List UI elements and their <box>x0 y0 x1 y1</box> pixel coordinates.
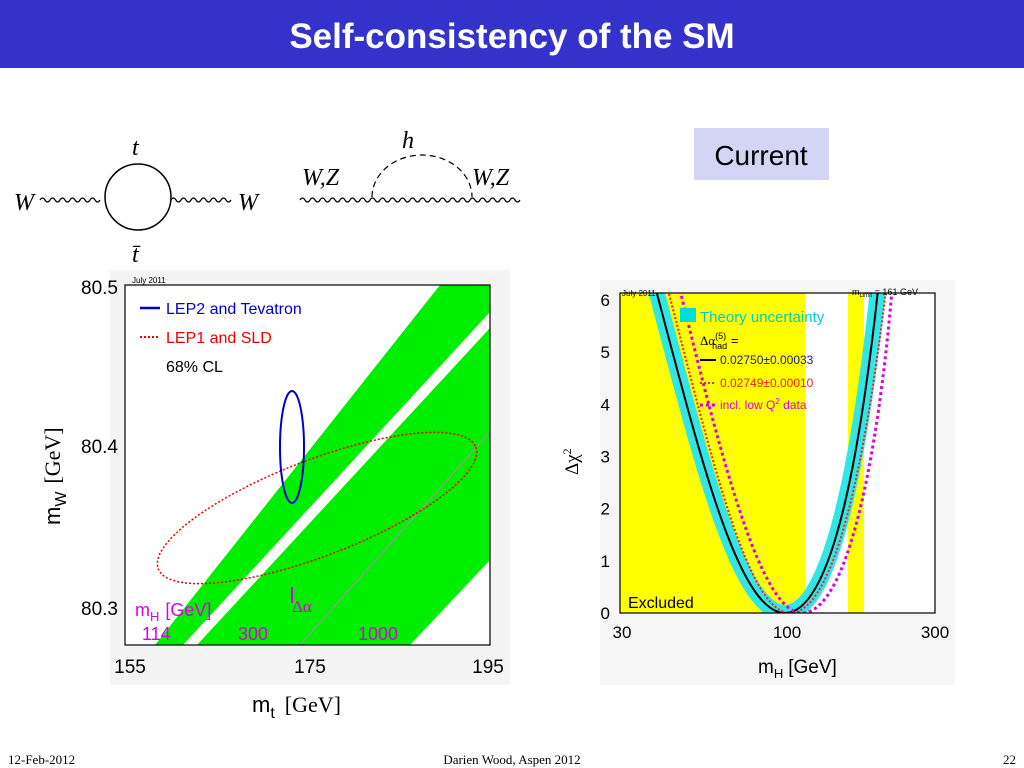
loop <box>104 163 172 231</box>
x-tick-label: 175 <box>294 657 326 678</box>
y-tick-label: 80.3 <box>81 599 118 620</box>
x-tick-label: 100 <box>773 623 801 642</box>
x-axis-label: mt [GeV] <box>252 692 341 722</box>
legend-text: 68% CL <box>166 359 223 376</box>
excluded-region <box>620 293 805 613</box>
legend-text: Δα(5) had = <box>700 331 738 351</box>
delta-alpha: Δα <box>292 597 312 616</box>
sup: 2 <box>775 397 780 406</box>
label: t <box>132 135 140 161</box>
sub: Limit <box>860 293 873 299</box>
plot-mw: July 2011 LEP2 and Tevatron LEP1 and SLD… <box>40 270 510 722</box>
y-tick-label: 80.5 <box>81 278 118 299</box>
plot-frame <box>124 284 491 646</box>
footer-page: 22 <box>1003 752 1016 767</box>
text: incl. low Q <box>720 398 775 412</box>
sub: t <box>270 705 275 722</box>
symbol: m <box>852 287 860 297</box>
y-ticks: 0 1 2 3 4 5 6 <box>601 291 610 623</box>
badge-box <box>694 128 829 180</box>
symbol: Δχ <box>562 454 583 475</box>
y-tick-label: 1 <box>601 552 610 571</box>
higgs-line <box>371 154 473 198</box>
label: W <box>238 190 260 216</box>
label: W,Z <box>472 165 510 191</box>
y-tick-label: 2 <box>601 500 610 519</box>
header-bar <box>0 0 1024 68</box>
x-tick-label: 30 <box>613 623 632 642</box>
legend-text: incl. low Q2 data <box>720 397 807 412</box>
legend-text: 0.02749±0.00010 <box>720 376 814 390</box>
wave <box>299 197 521 203</box>
footer-center: Darien Wood, Aspen 2012 <box>443 752 580 767</box>
curve <box>655 293 879 613</box>
limit: mLimit = 161 GeV <box>852 287 918 299</box>
mh-value: 114 <box>142 624 171 644</box>
label: h <box>402 128 414 154</box>
legend-text: LEP1 and SLD <box>166 330 272 347</box>
stamp: July 2011 <box>132 276 166 285</box>
y-tick-label: 3 <box>601 448 610 467</box>
y-tick-label: 0 <box>601 604 610 623</box>
x-tick-label: 195 <box>472 657 504 678</box>
legend-text: 0.02750±0.00033 <box>720 353 814 367</box>
symbol: m <box>135 600 150 620</box>
wave <box>170 197 232 203</box>
plot-chi2: July 2011 mLimit = 161 GeV Theory uncert… <box>560 280 955 685</box>
mh-value: 300 <box>238 624 268 644</box>
excluded-label: Excluded <box>628 595 694 612</box>
x-axis-label: mH [GeV] <box>758 657 837 681</box>
mh-line <box>299 431 490 645</box>
label: W <box>14 190 36 216</box>
y-tick-label: 4 <box>601 395 610 414</box>
label: W,Z <box>302 165 340 191</box>
sub: H <box>150 609 159 624</box>
loop-diagram: W W t t̄ <box>14 135 260 268</box>
stamp: July 2011 <box>622 289 656 298</box>
legend-text: Theory uncertainty <box>700 309 825 326</box>
footer-date: 12-Feb-2012 <box>8 752 75 767</box>
lep1-ellipse <box>156 431 478 585</box>
text: data <box>780 398 807 412</box>
legend-swatch <box>680 308 696 322</box>
unit: [GeV] <box>788 657 837 678</box>
unit: [GeV] <box>40 427 65 483</box>
x-tick-label: 300 <box>921 623 949 642</box>
lep2-ellipse <box>279 390 305 504</box>
band-gap <box>183 312 490 645</box>
y-axis-label: mW [GeV] <box>40 427 70 525</box>
symbol: m <box>758 657 774 678</box>
slide-title: Self-consistency of the SM <box>289 17 734 56</box>
y-axis-label: Δχ2 <box>560 448 583 475</box>
y-tick-label: 80.4 <box>81 437 118 458</box>
y-tick-label: 5 <box>601 343 610 362</box>
curve <box>679 293 894 613</box>
sm-band <box>155 285 490 645</box>
sup: 2 <box>560 448 574 454</box>
x-tick-label: 155 <box>114 657 146 678</box>
sub: had <box>712 341 727 351</box>
unit: [GeV] <box>165 600 211 620</box>
y-tick-label: 6 <box>601 291 610 310</box>
wave <box>39 197 101 203</box>
unit: [GeV] <box>285 692 341 717</box>
curve <box>667 293 887 613</box>
mh-label: mH [GeV] <box>135 600 211 624</box>
badge-text: Current <box>714 140 808 171</box>
symbol: Δα <box>700 333 715 348</box>
symbol: m <box>40 507 65 525</box>
text: = 161 GeV <box>872 287 918 297</box>
sub: W <box>53 491 70 507</box>
symbol: m <box>252 692 270 717</box>
plot-frame <box>619 292 936 614</box>
text: = <box>727 333 738 348</box>
sub: H <box>774 666 783 681</box>
sup: (5) <box>715 331 726 341</box>
label: t̄ <box>132 242 141 268</box>
mh-value: 1000 <box>358 624 398 644</box>
higgs-diagram: W,Z W,Z h <box>299 128 521 203</box>
legend-text: LEP2 and Tevatron <box>166 301 302 318</box>
